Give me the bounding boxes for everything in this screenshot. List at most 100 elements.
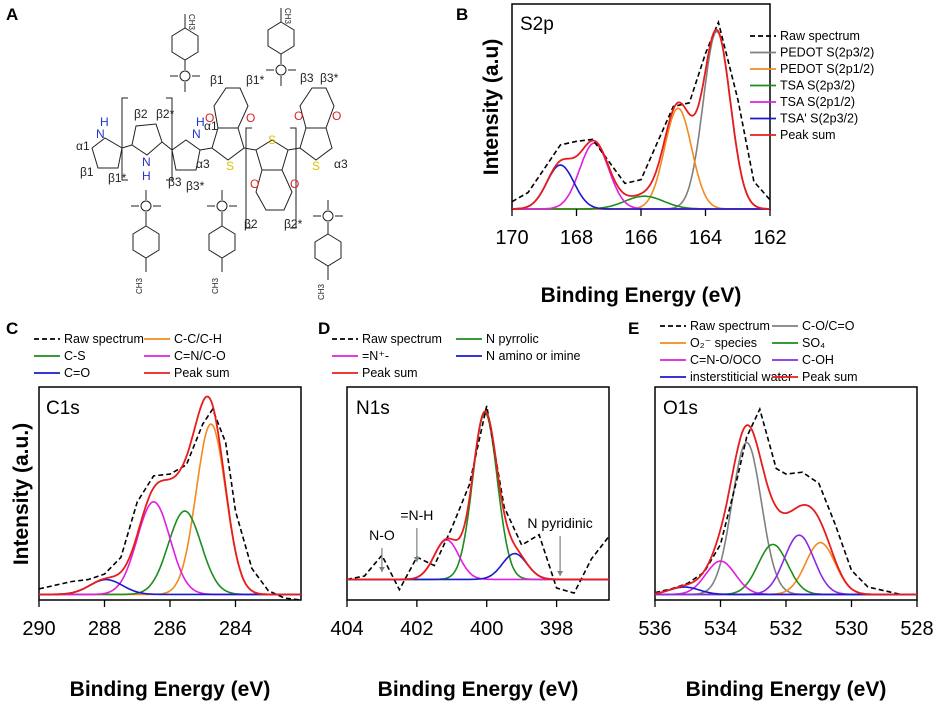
xtick-label: 534	[704, 618, 737, 640]
n1s-xlabel: Binding Energy (eV)	[378, 678, 579, 701]
tosylate-bottom-3	[313, 200, 343, 280]
o1s-curves	[654, 406, 917, 596]
legend-item: N pyrrolic	[456, 332, 539, 346]
legend-item: PEDOT S(2p3/2)	[750, 46, 874, 60]
xtick-label: 162	[753, 227, 786, 249]
atom-o-2: O	[246, 111, 255, 125]
panel-d-n1s-chart: 404 402 400 398 N-O =N-H N pyridinic N1s Bind…	[330, 332, 610, 701]
methyl-label-5: CH3	[317, 283, 326, 300]
xtick-label: 400	[470, 618, 503, 640]
xtick-label: 168	[560, 227, 593, 249]
n1s-xticks: 404 402 400 398	[330, 600, 573, 640]
xtick-label: 286	[153, 618, 186, 640]
s2p-legend: Raw spectrum PEDOT S(2p3/2) PEDOT S(2p1/2)…	[750, 29, 874, 142]
legend-label: C=O	[64, 366, 90, 380]
c1s-curves	[38, 395, 302, 601]
atom-s-3: S	[312, 159, 320, 173]
atom-h-2: H	[142, 169, 151, 183]
peak-c-o-c-o	[655, 441, 917, 596]
c1s-panel-label: C1s	[46, 398, 80, 419]
atom-s-1: S	[226, 159, 234, 173]
panel-e-o1s-chart: 536 534 532 530 528 O1s Binding Energy (eV) …	[638, 319, 933, 701]
raw-spectrum-line	[38, 407, 302, 601]
peak-tsa-s-2p3-2-	[512, 164, 770, 210]
legend-item: C-O/C=O	[772, 319, 855, 333]
methyl-label-2: CH3	[283, 8, 292, 25]
legend-label: C-C/C-H	[174, 332, 222, 346]
legend-item: C=N-O/OCO	[660, 353, 761, 367]
legend-label: Raw spectrum	[690, 319, 770, 333]
raw-spectrum-line	[511, 19, 771, 203]
legend-label: =N⁺-	[362, 349, 389, 363]
peak-sum-line	[512, 28, 770, 210]
s2p-xlabel: Binding Energy (eV)	[541, 284, 742, 307]
legend-item: N amino or imine	[456, 349, 581, 363]
n1s-panel-label: N1s	[356, 398, 390, 419]
n1s-legend: Raw spectrum N pyrrolic =N⁺- N amino or imi…	[332, 332, 581, 380]
legend-label: C-O/C=O	[802, 319, 855, 333]
legend-item: C-S	[34, 349, 86, 363]
peak-sum-line	[39, 395, 301, 596]
edot-label-b1s: β1*	[246, 73, 265, 87]
pos-label-b3: β3	[168, 175, 182, 189]
pos-label-a1: α1	[76, 139, 90, 153]
methyl-label-1: CH3	[187, 14, 196, 31]
atom-h-3: H	[196, 115, 205, 129]
n1s-annotations: N-O =N-H N pyridinic	[369, 507, 593, 576]
legend-label: C=N-O/OCO	[690, 353, 761, 367]
legend-item: TSA S(2p3/2)	[750, 79, 855, 93]
legend-item: TSA S(2p1/2)	[750, 95, 855, 109]
legend-label: TSA S(2p1/2)	[780, 95, 855, 109]
atom-o-4: O	[290, 177, 299, 191]
legend-item: =N⁺-	[332, 349, 389, 363]
legend-item: C-OH	[772, 353, 834, 367]
xtick-label: 288	[88, 618, 121, 640]
panel-b-s2p-chart: 170 168 166 164 162 S2p Binding Energy (eV) …	[480, 3, 874, 307]
pos-label-b2s: β2*	[156, 107, 175, 121]
tosylate-bottom-1	[131, 190, 161, 272]
atom-n-1: N	[96, 127, 105, 141]
legend-label: PEDOT S(2p3/2)	[780, 46, 874, 60]
legend-item: Peak sum	[750, 128, 836, 142]
xtick-label: 404	[330, 618, 363, 640]
plot-frame	[346, 386, 610, 601]
legend-label: C-S	[64, 349, 86, 363]
legend-item: TSA' S(2p3/2)	[750, 112, 858, 126]
peak-sum-line	[654, 424, 917, 596]
s2p-panel-label: S2p	[520, 14, 554, 35]
panel-letter-b: B	[456, 5, 468, 24]
xtick-label: 166	[624, 227, 657, 249]
o1s-xlabel: Binding Energy (eV)	[686, 678, 887, 701]
raw-spectrum-line	[346, 405, 610, 595]
edot-label-a1: α1	[204, 119, 218, 133]
annotation-label: N pyridinic	[527, 515, 592, 531]
atom-o-3: O	[250, 177, 259, 191]
c1s-ylabel: Intensity (a.u.)	[10, 423, 33, 565]
atom-o-5: O	[294, 109, 303, 123]
legend-label: Peak sum	[780, 128, 836, 142]
arrow-head-icon	[557, 571, 564, 576]
arrow-head-icon	[378, 567, 385, 572]
legend-item: insterstiticial water	[660, 370, 792, 384]
raw-spectrum-line	[654, 406, 901, 596]
atom-h-1: H	[100, 115, 109, 129]
methyl-label-4: CH3	[211, 277, 220, 294]
atom-o-1: O	[205, 111, 214, 125]
legend-label: O₂⁻ species	[690, 336, 757, 350]
legend-item: Peak sum	[772, 370, 858, 384]
tosylate-top-right	[266, 8, 296, 86]
o1s-legend: Raw spectrum C-O/C=O O₂⁻ species SO₄ C=N-O/O…	[660, 319, 858, 384]
s2p-ylabel: Intensity (a.u)	[480, 39, 503, 176]
annotation-label: N-O	[369, 527, 395, 543]
c1s-xticks: 290 288 286 284	[22, 600, 252, 640]
edot-label-b2s: β2*	[284, 217, 303, 231]
xtick-label: 532	[769, 618, 802, 640]
legend-label: TSA S(2p3/2)	[780, 79, 855, 93]
pos-label-b2: β2	[134, 107, 148, 121]
chemical-structure	[91, 8, 343, 280]
arrow-head-icon	[413, 557, 420, 562]
xtick-label: 290	[22, 618, 55, 640]
peak-sum-line	[347, 410, 609, 581]
edot-label-a3: α3	[334, 157, 348, 171]
